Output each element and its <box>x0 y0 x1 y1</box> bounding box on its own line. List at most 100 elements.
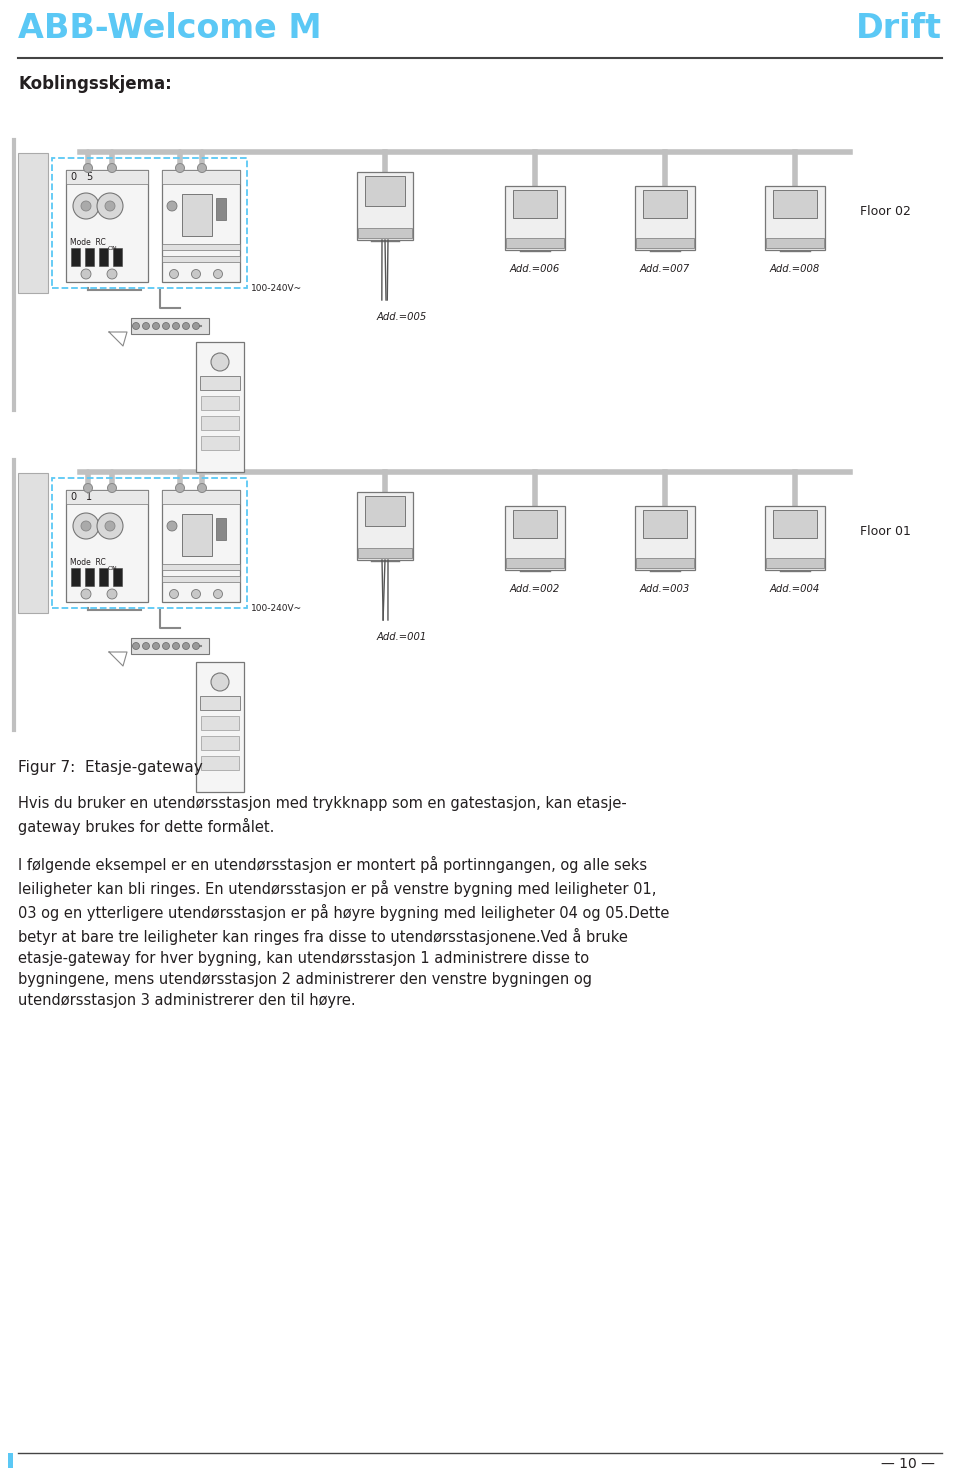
Circle shape <box>107 270 117 278</box>
Bar <box>365 496 405 526</box>
Text: 5: 5 <box>86 172 92 182</box>
Circle shape <box>198 163 206 172</box>
Circle shape <box>153 643 159 650</box>
Bar <box>357 492 413 560</box>
Circle shape <box>81 521 91 532</box>
Text: Koblingsskjema:: Koblingsskjema: <box>18 76 172 93</box>
Bar <box>85 569 94 586</box>
Bar <box>505 507 565 570</box>
Bar <box>99 247 108 267</box>
Bar <box>357 172 413 240</box>
Bar <box>201 435 239 450</box>
Bar <box>643 190 686 218</box>
Bar <box>514 190 557 218</box>
Circle shape <box>191 270 201 278</box>
Text: Floor 02: Floor 02 <box>860 204 911 218</box>
Bar <box>196 662 244 792</box>
Circle shape <box>167 521 177 532</box>
Circle shape <box>73 512 99 539</box>
Circle shape <box>182 643 189 650</box>
Bar <box>18 472 48 613</box>
Text: Add.=001: Add.=001 <box>377 632 427 641</box>
Circle shape <box>142 643 150 650</box>
Circle shape <box>211 672 229 692</box>
Circle shape <box>97 193 123 219</box>
Bar <box>71 247 80 267</box>
Bar <box>358 228 412 238</box>
Circle shape <box>132 643 139 650</box>
Bar <box>113 569 122 586</box>
Circle shape <box>176 163 184 172</box>
Circle shape <box>105 201 115 210</box>
Circle shape <box>81 589 91 598</box>
Bar <box>66 490 148 601</box>
Circle shape <box>84 483 92 493</box>
Text: I følgende eksempel er en utendørsstasjon er montert på portinngangen, og alle s: I følgende eksempel er en utendørsstasjo… <box>18 856 669 1009</box>
Bar <box>8 1453 13 1468</box>
Circle shape <box>182 323 189 329</box>
Circle shape <box>132 323 139 329</box>
Text: 0: 0 <box>70 172 76 182</box>
Text: 100-240V~: 100-240V~ <box>251 284 302 293</box>
Text: Add.=008: Add.=008 <box>770 264 820 274</box>
Bar <box>201 736 239 749</box>
Bar <box>635 187 695 250</box>
Bar <box>765 187 825 250</box>
Bar <box>162 256 240 262</box>
Text: ABB-Welcome M: ABB-Welcome M <box>18 12 322 44</box>
Bar <box>131 638 209 655</box>
Bar <box>200 376 240 390</box>
Bar <box>52 478 247 609</box>
Bar <box>131 318 209 335</box>
Bar <box>200 696 240 709</box>
Circle shape <box>193 323 200 329</box>
Bar <box>99 569 108 586</box>
Bar <box>162 170 240 281</box>
Bar <box>506 238 564 247</box>
Bar <box>182 194 212 235</box>
Bar <box>66 490 148 504</box>
Circle shape <box>191 589 201 598</box>
Text: 100-240V~: 100-240V~ <box>251 604 302 613</box>
Bar <box>514 509 557 538</box>
Circle shape <box>108 163 116 172</box>
Bar <box>85 247 94 267</box>
Bar <box>196 342 244 472</box>
Circle shape <box>105 521 115 532</box>
Bar <box>113 247 122 267</box>
Text: 1: 1 <box>86 492 92 502</box>
Bar <box>162 490 240 504</box>
Text: ON: ON <box>108 566 118 572</box>
Bar <box>635 507 695 570</box>
Bar <box>358 548 412 558</box>
Bar <box>182 514 212 555</box>
Circle shape <box>81 201 91 210</box>
Text: Mode  RC: Mode RC <box>70 238 106 247</box>
Circle shape <box>193 643 200 650</box>
Bar <box>52 158 247 287</box>
Text: Drift: Drift <box>856 12 942 44</box>
Bar <box>766 238 824 247</box>
Bar <box>506 558 564 569</box>
Circle shape <box>108 483 116 493</box>
Circle shape <box>84 163 92 172</box>
Circle shape <box>213 270 223 278</box>
Bar <box>765 507 825 570</box>
Text: Hvis du bruker en utendørsstasjon med trykknapp som en gatestasjon, kan etasje-
: Hvis du bruker en utendørsstasjon med tr… <box>18 795 627 835</box>
Text: 0: 0 <box>70 492 76 502</box>
Circle shape <box>173 323 180 329</box>
Circle shape <box>213 589 223 598</box>
Text: Figur 7:  Etasje-gateway: Figur 7: Etasje-gateway <box>18 760 203 775</box>
Bar <box>66 170 148 184</box>
Text: Add.=005: Add.=005 <box>377 312 427 321</box>
Bar <box>162 576 240 582</box>
Circle shape <box>170 589 179 598</box>
Text: Floor 01: Floor 01 <box>860 524 911 538</box>
Bar <box>216 518 226 541</box>
Circle shape <box>97 512 123 539</box>
Bar <box>636 558 694 569</box>
Circle shape <box>198 483 206 493</box>
Bar <box>201 715 239 730</box>
Bar <box>643 509 686 538</box>
Bar <box>365 176 405 206</box>
